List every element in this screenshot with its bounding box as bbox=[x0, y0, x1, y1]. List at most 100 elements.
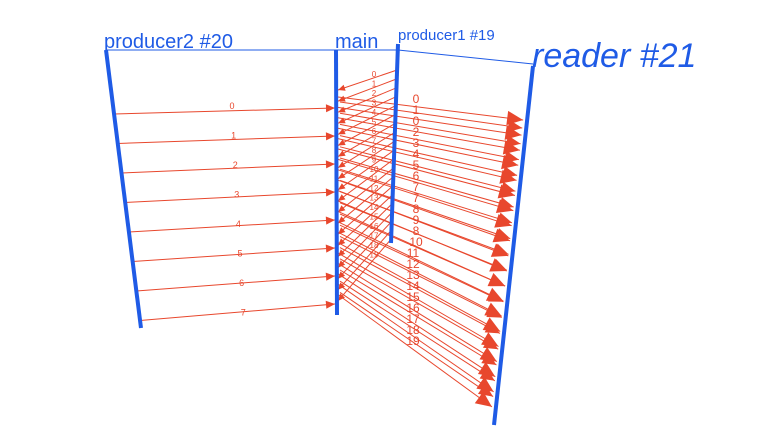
top-connector bbox=[397, 49, 534, 65]
reader-message-label: 8 bbox=[413, 202, 420, 216]
producer1-message-label: 5 bbox=[372, 118, 377, 127]
main-to-reader-arrow-head bbox=[489, 274, 506, 287]
producer1-message-label: 9 bbox=[372, 156, 377, 165]
producer1-message-label: 3 bbox=[372, 99, 377, 108]
main-to-reader-arrow-head bbox=[493, 243, 509, 256]
main-to-reader-arrow-head bbox=[491, 259, 507, 271]
producer2-message-label: 5 bbox=[237, 249, 242, 259]
main-to-reader-arrow bbox=[339, 202, 508, 271]
producer1-to-main-arrow-head bbox=[338, 95, 346, 102]
main-to-reader-arrow bbox=[339, 112, 521, 145]
main-to-reader-arrow bbox=[337, 294, 493, 408]
producer1-message-label: 19 bbox=[370, 251, 379, 260]
reader-message-label: 12 bbox=[406, 257, 420, 271]
main-to-reader-arrow bbox=[337, 283, 494, 393]
producer1-message-label: 1 bbox=[372, 80, 377, 89]
reader-message-label: 16 bbox=[406, 301, 420, 315]
main-to-reader-arrow bbox=[337, 169, 512, 227]
reader-message-label: 0 bbox=[413, 114, 420, 128]
producer1-to-main-arrow-head bbox=[338, 117, 346, 124]
main-to-reader-arrow-head bbox=[496, 212, 512, 225]
producer1-message-label: 8 bbox=[372, 146, 377, 155]
main-to-reader-arrow-head bbox=[474, 391, 492, 407]
main-to-reader-arrow bbox=[337, 179, 511, 242]
producer2-message-label: 2 bbox=[233, 160, 238, 170]
producer2-message-label: 6 bbox=[239, 278, 244, 288]
producer1-message-label: 18 bbox=[370, 241, 379, 250]
producer1-to-main-arrow-head bbox=[338, 227, 346, 235]
main-to-reader-arrow-head bbox=[486, 305, 502, 318]
message-arrows: 0123456701234567891011121314151617181901… bbox=[114, 69, 524, 408]
main-to-reader-arrow bbox=[339, 146, 516, 192]
producer2-to-main-arrow bbox=[117, 135, 336, 144]
main-to-reader-arrow bbox=[337, 158, 514, 212]
producer1-to-main-arrow-head bbox=[338, 139, 346, 146]
main-to-reader-arrow bbox=[337, 127, 519, 166]
producer1-message-label: 14 bbox=[370, 203, 379, 212]
producer2-to-main-arrow bbox=[121, 163, 336, 174]
reader-message-label: 18 bbox=[406, 323, 420, 337]
reader-message-label: 13 bbox=[406, 268, 420, 282]
producer1-to-main-arrow-head bbox=[338, 271, 346, 279]
main-to-reader-arrow bbox=[337, 138, 517, 181]
producer2-to-main-arrow-head bbox=[325, 300, 335, 309]
thread-labels: producer2 #20 main producer1 #19 reader … bbox=[104, 27, 696, 75]
main-to-reader-arrow bbox=[337, 148, 516, 196]
producer2-to-main-arrow bbox=[125, 191, 336, 203]
main-to-reader-arrow-head bbox=[484, 321, 500, 334]
producer1-to-main-arrow-head bbox=[338, 128, 346, 135]
producer1-message-label: 11 bbox=[370, 175, 379, 184]
main-to-reader-arrow-head bbox=[503, 150, 519, 164]
main-to-reader-arrow bbox=[337, 106, 522, 136]
producer1-to-main-arrow-head bbox=[338, 205, 346, 213]
reader-message-label: 2 bbox=[413, 125, 420, 139]
reader-lifeline bbox=[492, 65, 535, 426]
producer1-message-label: 12 bbox=[370, 184, 379, 193]
main-to-reader-arrow bbox=[339, 168, 513, 224]
reader-message-label: 7 bbox=[413, 191, 420, 205]
producer1-to-main-arrow bbox=[337, 185, 394, 235]
main-to-reader-arrow bbox=[339, 157, 514, 208]
reader-message-label: 9 bbox=[413, 213, 420, 227]
producer1-message-label: 13 bbox=[370, 194, 379, 203]
reader-message-label: 4 bbox=[413, 147, 420, 161]
producer2-label: producer2 #20 bbox=[104, 31, 233, 53]
producer1-to-main-arrow bbox=[337, 87, 397, 113]
producer1-to-main-arrow-head bbox=[338, 150, 346, 157]
main-to-reader-arrow bbox=[337, 262, 498, 363]
main-to-reader-arrow bbox=[339, 213, 506, 287]
producer2-to-main-arrow-head bbox=[325, 160, 335, 169]
main-to-reader-arrow-head bbox=[507, 119, 523, 133]
producer2-message-label: 0 bbox=[229, 101, 234, 111]
main-label: main bbox=[335, 31, 378, 53]
main-to-reader-arrow bbox=[337, 273, 496, 378]
main-to-reader-arrow bbox=[339, 291, 494, 398]
thread-lifelines bbox=[104, 43, 535, 426]
producer2-to-main-arrow-head bbox=[325, 104, 335, 113]
reader-message-label: 19 bbox=[406, 334, 420, 348]
main-to-reader-arrow bbox=[339, 179, 511, 240]
main-to-reader-arrow bbox=[339, 258, 499, 350]
main-to-reader-arrow bbox=[339, 224, 504, 303]
main-to-reader-arrow bbox=[337, 231, 503, 317]
producer2-to-main-arrow-head bbox=[325, 244, 335, 253]
producer2-to-main-arrow bbox=[140, 303, 336, 321]
main-to-reader-arrow bbox=[337, 221, 504, 302]
producer1-to-main-arrow-head bbox=[338, 260, 346, 268]
producer1-to-main-arrow-head bbox=[338, 172, 346, 179]
main-to-reader-arrow bbox=[339, 235, 502, 319]
reader-message-label: 3 bbox=[413, 136, 420, 150]
producer1-message-label: 7 bbox=[372, 137, 377, 146]
main-to-reader-arrow bbox=[337, 242, 501, 332]
reader-message-label: 5 bbox=[413, 158, 420, 172]
reader-message-label: 1 bbox=[413, 103, 420, 117]
main-to-reader-arrow bbox=[339, 247, 501, 334]
reader-message-label: 15 bbox=[406, 290, 420, 304]
reader-label: reader #21 bbox=[532, 37, 696, 75]
reader-message-label: 10 bbox=[409, 235, 423, 249]
producer2-to-main-arrow bbox=[136, 275, 336, 292]
main-to-reader-arrow bbox=[339, 135, 518, 176]
producer1-to-main-arrow-head bbox=[338, 183, 346, 190]
producer1-to-main-arrow-head bbox=[338, 194, 346, 201]
